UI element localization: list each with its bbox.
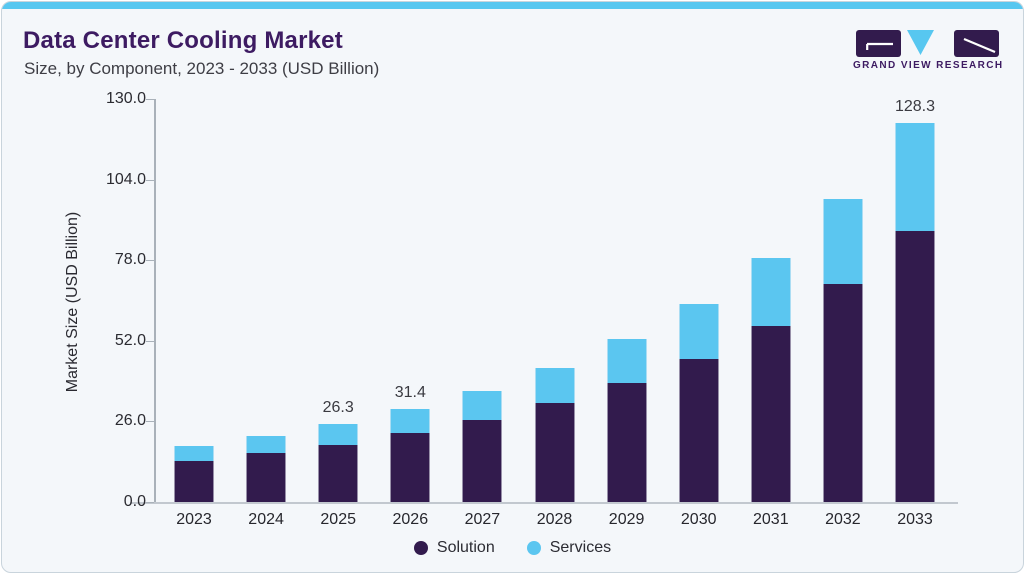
x-tick-label-2032: 2032 [825,511,861,528]
services-swatch-icon [526,541,541,555]
solution-swatch-icon [413,541,428,555]
bar-segment-services-2026 [390,409,431,433]
bar-2032 [822,198,863,502]
y-axis-tick [146,99,154,100]
bar-segment-services-2027 [462,390,503,420]
y-axis-tick [146,421,154,423]
bar-total-label-2025: 26.3 [322,399,354,417]
bar-segment-solution-2032 [822,283,863,502]
x-tick-label-2031: 2031 [753,511,789,528]
bar-segment-solution-2026 [390,432,431,502]
chart-title: Data Center Cooling Market [23,27,343,54]
bar-segment-solution-2023 [174,460,214,502]
y-axis-tick [146,502,154,503]
x-tick-label-2024: 2024 [248,511,284,528]
x-axis-baseline [130,502,958,504]
x-tick-label-2028: 2028 [536,511,573,528]
grand-view-research-logo: GRAND VIEW RESEARCH [853,28,1003,74]
x-tick-label-2025: 2025 [320,511,356,528]
y-axis-line [154,99,156,502]
bar-2027 [462,390,503,502]
y-axis-title: Market Size (USD Billion) [64,211,81,393]
y-tick-label: 104.0 [105,170,146,188]
legend: Solution Services [2,539,1023,557]
top-accent-bar [2,2,1023,9]
legend-item-services: Services [526,539,612,557]
bar-2023 [174,445,214,502]
bar-segment-services-2028 [534,368,575,404]
bar-2025 [318,424,359,502]
y-tick-label: 130.0 [105,90,146,107]
bar-total-label-2026: 31.4 [394,384,426,402]
bar-2031 [750,257,791,502]
brand-name: GRAND VIEW RESEARCH [853,60,1004,71]
bar-segment-services-2033 [895,123,935,232]
bar-segment-services-2031 [750,257,791,326]
bar-total-label-2033: 128.3 [894,98,936,115]
x-tick-label-2029: 2029 [608,511,645,528]
y-tick-label: 52.0 [114,331,146,349]
legend-item-solution: Solution [413,539,495,557]
x-tick-label-2027: 2027 [464,511,501,528]
bar-2033 [895,123,935,502]
legend-label-services: Services [549,539,612,556]
bar-2028 [534,368,575,502]
gvr-logo-icon [856,30,999,57]
bar-2029 [606,338,647,502]
bar-segment-solution-2025 [318,444,359,502]
y-axis-tick [146,340,154,342]
bar-2030 [678,304,719,502]
bar-segment-solution-2028 [534,403,575,502]
bar-segment-services-2030 [678,304,719,360]
bar-segment-solution-2030 [678,359,719,502]
bar-segment-solution-2027 [462,419,503,502]
y-axis-tick [146,179,154,181]
chart-subtitle: Size, by Component, 2023 - 2033 (USD Bil… [24,59,380,78]
legend-label-solution: Solution [436,539,495,556]
bar-segment-services-2029 [606,338,647,383]
bar-segment-solution-2031 [750,325,791,502]
x-tick-label-2023: 2023 [176,511,212,528]
x-tick-label-2033: 2033 [897,511,933,528]
bar-2026 [390,409,431,502]
y-tick-label: 78.0 [114,251,146,269]
bar-segment-services-2025 [318,424,359,445]
bar-segment-services-2023 [174,445,214,461]
x-tick-label-2030: 2030 [680,511,717,528]
y-axis-tick [146,260,154,262]
y-tick-label: 26.0 [114,412,146,430]
bar-segment-services-2024 [246,435,287,453]
x-tick-label-2026: 2026 [392,511,429,528]
bar-2024 [246,435,287,502]
bar-segment-solution-2033 [895,231,935,502]
bar-segment-solution-2024 [246,452,287,502]
bar-segment-services-2032 [822,198,863,284]
bar-segment-solution-2029 [606,382,647,502]
y-tick-label: 0.0 [123,493,146,510]
